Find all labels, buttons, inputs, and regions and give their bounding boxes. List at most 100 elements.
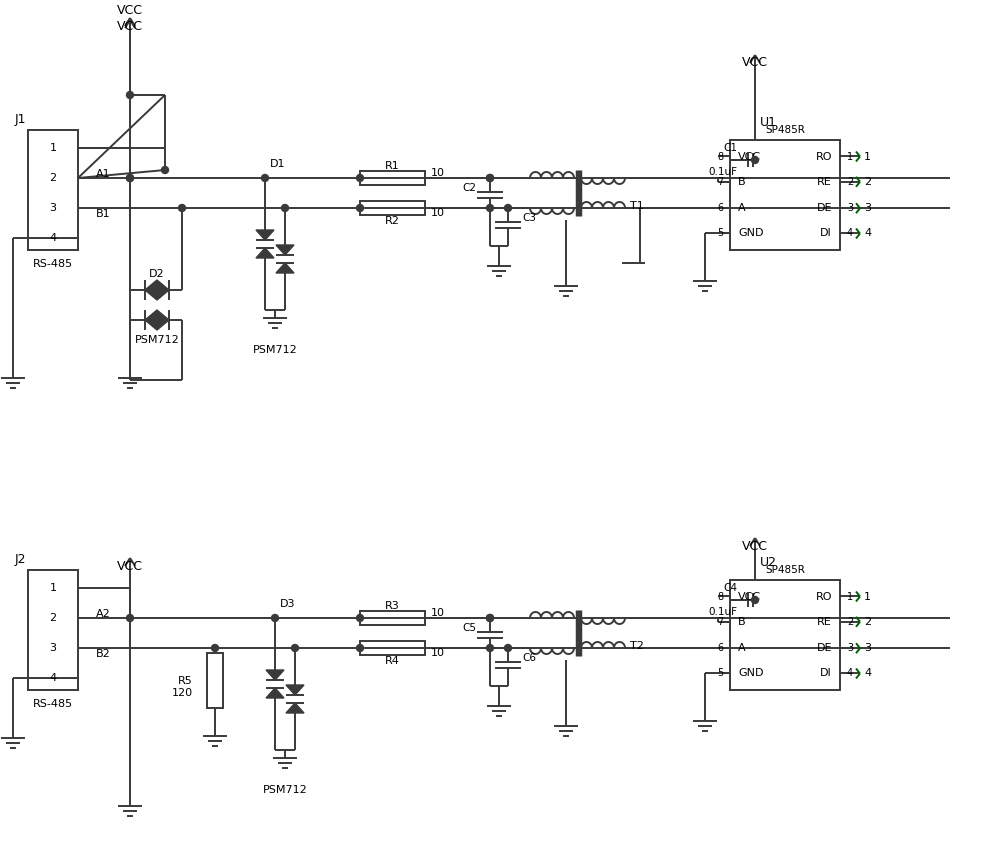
Text: U2: U2: [760, 556, 777, 569]
Text: 2: 2: [847, 617, 853, 627]
Text: RS-485: RS-485: [33, 699, 73, 709]
Text: 2: 2: [847, 177, 853, 187]
Text: B1: B1: [96, 209, 111, 219]
Text: 2: 2: [49, 613, 57, 623]
Text: A: A: [738, 643, 746, 653]
Text: 7: 7: [717, 617, 723, 627]
Text: VCC: VCC: [738, 151, 761, 162]
Text: VCC: VCC: [738, 591, 761, 602]
Text: 4: 4: [49, 673, 57, 683]
Text: 3: 3: [847, 203, 853, 213]
Circle shape: [486, 645, 494, 651]
Text: 6: 6: [717, 643, 723, 653]
Circle shape: [162, 167, 168, 173]
Polygon shape: [157, 280, 169, 300]
Polygon shape: [157, 310, 169, 330]
Text: A1: A1: [96, 169, 111, 179]
Text: 2: 2: [49, 173, 57, 183]
Text: 8: 8: [717, 591, 723, 602]
Text: DI: DI: [820, 668, 832, 678]
Circle shape: [356, 174, 364, 182]
Bar: [28, 570, 78, 690]
Text: 3: 3: [50, 643, 56, 653]
Text: 120: 120: [172, 689, 193, 699]
Circle shape: [505, 645, 512, 651]
Text: 1: 1: [864, 591, 871, 602]
Circle shape: [282, 205, 288, 212]
Text: GND: GND: [738, 668, 764, 678]
Circle shape: [356, 645, 364, 651]
Polygon shape: [256, 248, 274, 258]
Polygon shape: [256, 230, 274, 240]
Circle shape: [272, 614, 278, 622]
Circle shape: [126, 174, 134, 182]
Text: VCC: VCC: [117, 3, 143, 17]
Text: PSM712: PSM712: [253, 345, 297, 355]
Text: T2: T2: [630, 641, 644, 651]
Text: 10: 10: [431, 608, 445, 618]
Polygon shape: [286, 685, 304, 695]
Bar: [360, 611, 425, 625]
Text: C5: C5: [462, 623, 476, 633]
Text: 0.1uF: 0.1uF: [708, 167, 738, 177]
Polygon shape: [266, 670, 284, 680]
Text: DE: DE: [816, 643, 832, 653]
Text: DI: DI: [820, 228, 832, 239]
Circle shape: [292, 645, 298, 651]
Bar: [28, 130, 78, 250]
Text: 10: 10: [431, 208, 445, 218]
Circle shape: [212, 645, 218, 651]
Text: RO: RO: [816, 151, 832, 162]
Text: VCC: VCC: [117, 19, 143, 32]
Circle shape: [356, 614, 364, 622]
Text: PSM712: PSM712: [263, 785, 307, 795]
Text: RE: RE: [817, 177, 832, 187]
Text: D3: D3: [280, 599, 296, 609]
Text: 2: 2: [864, 617, 871, 627]
Text: RO: RO: [816, 591, 832, 602]
Circle shape: [505, 205, 512, 212]
Text: SP485R: SP485R: [765, 125, 805, 135]
Polygon shape: [266, 688, 284, 698]
Text: 3: 3: [864, 643, 871, 653]
Text: 4: 4: [864, 668, 871, 678]
Circle shape: [486, 174, 494, 182]
Text: R5: R5: [178, 675, 193, 685]
Text: 8: 8: [717, 151, 723, 162]
Text: RS-485: RS-485: [33, 259, 73, 269]
Text: 4: 4: [864, 228, 871, 239]
Circle shape: [126, 174, 134, 182]
Bar: [730, 140, 840, 250]
Bar: [360, 641, 425, 655]
Text: C6: C6: [522, 653, 536, 663]
Text: 10: 10: [431, 648, 445, 658]
Bar: [360, 171, 425, 185]
Text: 7: 7: [717, 177, 723, 187]
Text: 5: 5: [717, 668, 723, 678]
Polygon shape: [145, 310, 157, 330]
Text: VCC: VCC: [117, 559, 143, 573]
Text: PSM712: PSM712: [135, 335, 179, 345]
Text: GND: GND: [738, 228, 764, 239]
Circle shape: [486, 205, 494, 212]
Bar: [730, 580, 840, 690]
Text: A2: A2: [96, 609, 111, 619]
Text: R4: R4: [385, 656, 400, 666]
Text: 4: 4: [49, 233, 57, 243]
Text: C3: C3: [522, 213, 536, 223]
Text: 10: 10: [431, 168, 445, 178]
Text: B: B: [738, 177, 746, 187]
Text: 0.1uF: 0.1uF: [708, 607, 738, 617]
Text: T1: T1: [630, 201, 644, 211]
Text: R1: R1: [385, 161, 400, 171]
Text: D1: D1: [270, 159, 286, 169]
Circle shape: [126, 614, 134, 622]
Circle shape: [752, 596, 759, 603]
Text: R3: R3: [385, 601, 400, 611]
Circle shape: [486, 614, 494, 622]
Text: DE: DE: [816, 203, 832, 213]
Text: 3: 3: [50, 203, 56, 213]
Text: C1: C1: [724, 143, 738, 153]
Text: C2: C2: [462, 183, 476, 193]
Text: 5: 5: [717, 228, 723, 239]
